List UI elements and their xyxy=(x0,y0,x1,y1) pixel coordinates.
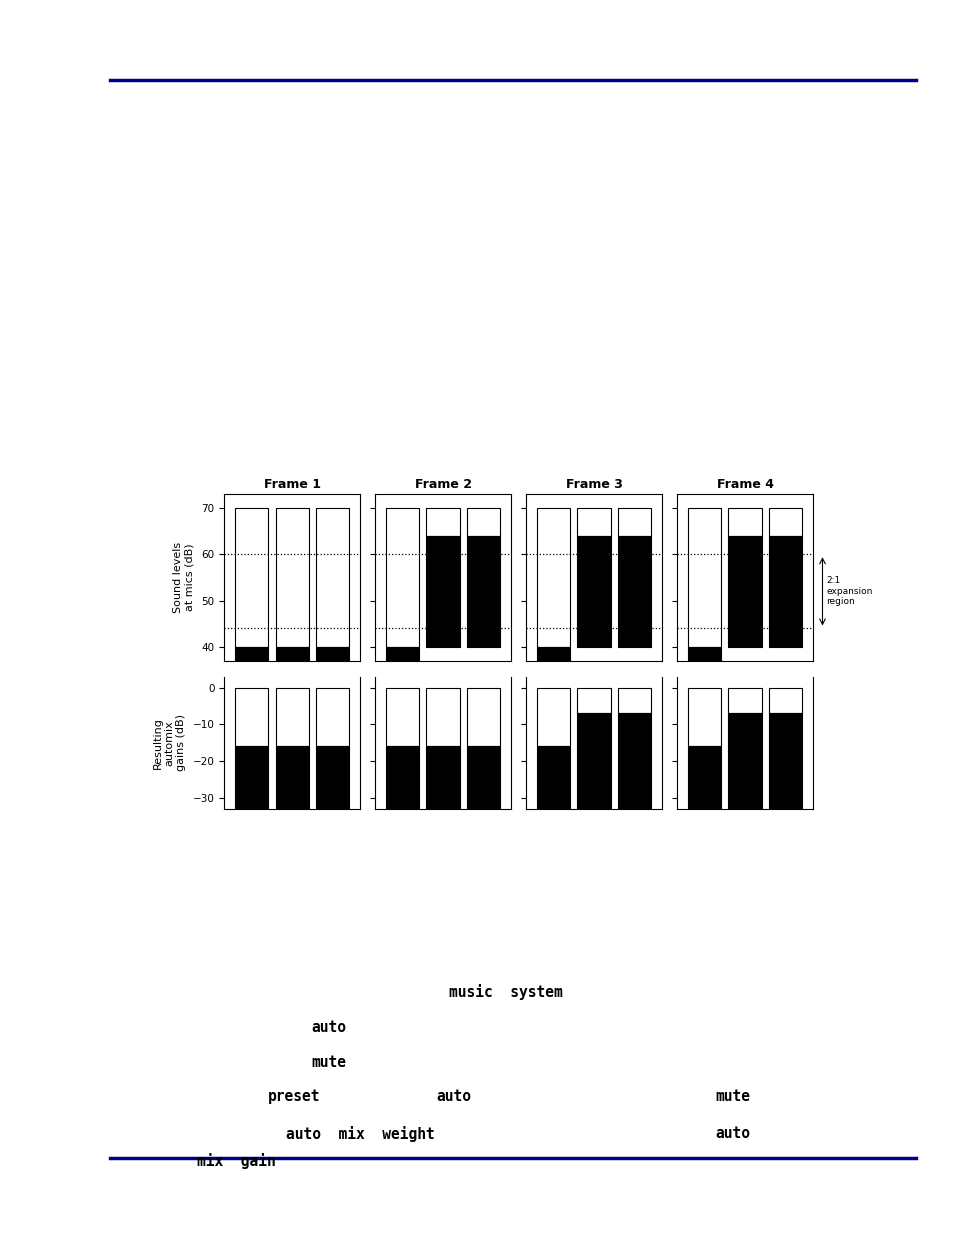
Text: mix  gain: mix gain xyxy=(197,1153,275,1168)
Title: Frame 1: Frame 1 xyxy=(263,478,320,492)
Bar xyxy=(728,508,760,536)
Bar xyxy=(728,688,760,714)
Text: auto: auto xyxy=(715,1126,749,1141)
Bar xyxy=(234,647,268,661)
Bar xyxy=(577,688,610,714)
Text: auto  mix  weight: auto mix weight xyxy=(286,1126,435,1141)
Bar xyxy=(234,508,268,647)
Bar xyxy=(275,746,309,809)
Bar xyxy=(467,688,500,746)
Bar xyxy=(385,508,418,647)
Bar xyxy=(234,746,268,809)
Bar xyxy=(385,647,418,661)
Bar xyxy=(768,688,801,714)
Bar xyxy=(385,688,418,746)
Bar xyxy=(316,746,349,809)
Bar xyxy=(728,714,760,809)
Text: mute: mute xyxy=(715,1089,749,1104)
Text: music  system: music system xyxy=(448,984,562,999)
Bar xyxy=(537,688,569,746)
Bar xyxy=(467,508,500,536)
Title: Frame 4: Frame 4 xyxy=(716,478,773,492)
Bar xyxy=(316,508,349,647)
Bar xyxy=(385,746,418,809)
Bar xyxy=(618,688,651,714)
Bar xyxy=(618,508,651,536)
Title: Frame 3: Frame 3 xyxy=(565,478,622,492)
Text: preset: preset xyxy=(267,1089,320,1104)
Bar xyxy=(687,746,720,809)
Y-axis label: Resulting
automix
gains (dB): Resulting automix gains (dB) xyxy=(152,714,186,772)
Bar xyxy=(577,714,610,809)
Text: auto: auto xyxy=(436,1089,471,1104)
Text: mute: mute xyxy=(312,1055,346,1070)
Text: 2:1
expansion
region: 2:1 expansion region xyxy=(825,577,872,606)
Bar xyxy=(426,688,459,746)
Bar xyxy=(467,746,500,809)
Bar xyxy=(234,688,268,746)
Bar xyxy=(537,746,569,809)
Bar xyxy=(618,714,651,809)
Bar xyxy=(728,536,760,647)
Bar xyxy=(768,536,801,647)
Bar xyxy=(537,508,569,647)
Bar xyxy=(316,647,349,661)
Y-axis label: Sound levels
at mics (dB): Sound levels at mics (dB) xyxy=(172,542,194,613)
Text: auto: auto xyxy=(312,1020,346,1035)
Bar xyxy=(275,647,309,661)
Bar xyxy=(467,536,500,647)
Bar xyxy=(275,508,309,647)
Bar xyxy=(316,688,349,746)
Title: Frame 2: Frame 2 xyxy=(415,478,471,492)
Bar xyxy=(426,536,459,647)
Bar xyxy=(426,746,459,809)
Bar xyxy=(577,536,610,647)
Bar xyxy=(768,508,801,536)
Bar xyxy=(768,714,801,809)
Bar xyxy=(687,508,720,647)
Bar xyxy=(687,647,720,661)
Bar xyxy=(577,508,610,536)
Bar xyxy=(275,688,309,746)
Bar xyxy=(687,688,720,746)
Bar xyxy=(426,508,459,536)
Bar xyxy=(537,647,569,661)
Bar xyxy=(618,536,651,647)
